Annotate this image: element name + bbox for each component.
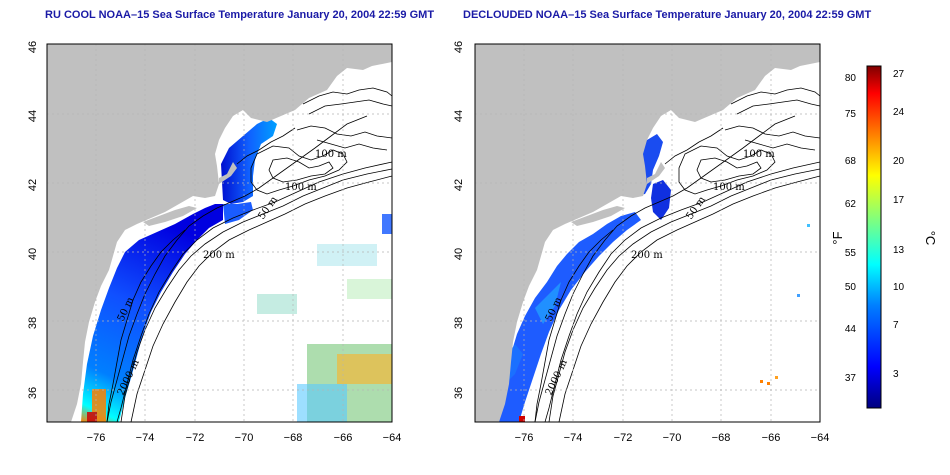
right-map-panel: 100 m 100 m 50 m 200 m 50 m 2000 m <box>474 43 821 423</box>
fahrenheit-tick-label: 75 <box>845 109 857 120</box>
x-tick-label: −64 <box>811 432 830 444</box>
celsius-tick-label: 13 <box>893 245 905 256</box>
celsius-tick-label: 10 <box>893 282 905 293</box>
y-tick-label: 38 <box>27 317 39 329</box>
y-tick-label: 36 <box>453 387 465 399</box>
celsius-tick-label: 3 <box>893 369 899 380</box>
celsius-unit-label: °C <box>923 231 938 246</box>
celsius-tick-label: 27 <box>893 69 905 80</box>
celsius-tick-label: 7 <box>893 320 899 331</box>
x-tick-label: −66 <box>334 432 353 444</box>
contour-label: 100 m <box>743 149 775 160</box>
right-x-axis: −76 −74 −72 −70 −68 −66 −64 <box>515 432 830 444</box>
fahrenheit-tick-label: 55 <box>845 248 857 259</box>
x-tick-label: −74 <box>136 432 155 444</box>
y-tick-label: 40 <box>27 248 39 260</box>
y-tick-label: 44 <box>27 110 39 122</box>
left-panel-title: RU COOL NOAA–15 Sea Surface Temperature … <box>45 9 435 21</box>
x-tick-label: −68 <box>712 432 731 444</box>
celsius-tick-label: 24 <box>893 107 905 118</box>
contour-label: 200 m <box>631 250 663 261</box>
contour-label: 200 m <box>203 250 235 261</box>
y-tick-label: 46 <box>453 41 465 53</box>
y-tick-label: 36 <box>27 387 39 399</box>
right-map-frame <box>474 43 821 423</box>
y-tick-label: 44 <box>453 110 465 122</box>
contour-label: 100 m <box>285 182 317 193</box>
x-tick-label: −76 <box>87 432 106 444</box>
left-map-frame <box>46 43 393 423</box>
fahrenheit-tick-label: 62 <box>845 199 857 210</box>
x-tick-label: −68 <box>284 432 303 444</box>
x-tick-label: −70 <box>235 432 254 444</box>
y-tick-label: 42 <box>27 179 39 191</box>
y-tick-label: 40 <box>453 248 465 260</box>
colorbar-fahrenheit-ticks: 80 75 68 62 55 50 44 37 <box>845 73 857 384</box>
right-y-axis: 46 44 42 40 38 36 <box>453 41 465 399</box>
left-offshore-speckles <box>87 214 392 422</box>
fahrenheit-tick-label: 44 <box>845 324 857 335</box>
x-tick-label: −66 <box>762 432 781 444</box>
celsius-tick-label: 17 <box>893 195 905 206</box>
x-tick-label: −72 <box>186 432 205 444</box>
y-tick-label: 42 <box>453 179 465 191</box>
right-panel-title: DECLOUDED NOAA–15 Sea Surface Temperatur… <box>463 9 872 21</box>
celsius-tick-label: 20 <box>893 156 905 167</box>
left-map-panel: 100 m 100 m 50 m 200 m 50 m 2000 m <box>46 43 393 423</box>
right-offshore-speckles <box>519 224 810 422</box>
y-tick-label: 38 <box>453 317 465 329</box>
y-tick-label: 46 <box>27 41 39 53</box>
fahrenheit-unit-label: °F <box>830 231 845 244</box>
x-tick-label: −74 <box>564 432 583 444</box>
x-tick-label: −70 <box>663 432 682 444</box>
x-tick-label: −76 <box>515 432 534 444</box>
left-graticule <box>47 44 392 422</box>
fahrenheit-tick-label: 68 <box>845 156 857 167</box>
fahrenheit-tick-label: 50 <box>845 282 857 293</box>
colorbar: 80 75 68 62 55 50 44 37 27 24 20 17 13 1… <box>830 65 938 409</box>
left-sst-field <box>81 118 277 422</box>
left-x-axis: −76 −74 −72 −70 −68 −66 −64 <box>87 432 402 444</box>
x-tick-label: −64 <box>383 432 402 444</box>
x-tick-label: −72 <box>614 432 633 444</box>
contour-label: 100 m <box>713 182 745 193</box>
contour-label: 100 m <box>315 149 347 160</box>
left-y-axis: 46 44 42 40 38 36 <box>27 41 39 399</box>
colorbar-gradient <box>866 65 882 409</box>
colorbar-celsius-ticks: 27 24 20 17 13 10 7 3 <box>893 69 905 380</box>
fahrenheit-tick-label: 37 <box>845 373 857 384</box>
fahrenheit-tick-label: 80 <box>845 73 857 84</box>
right-graticule <box>475 44 820 422</box>
